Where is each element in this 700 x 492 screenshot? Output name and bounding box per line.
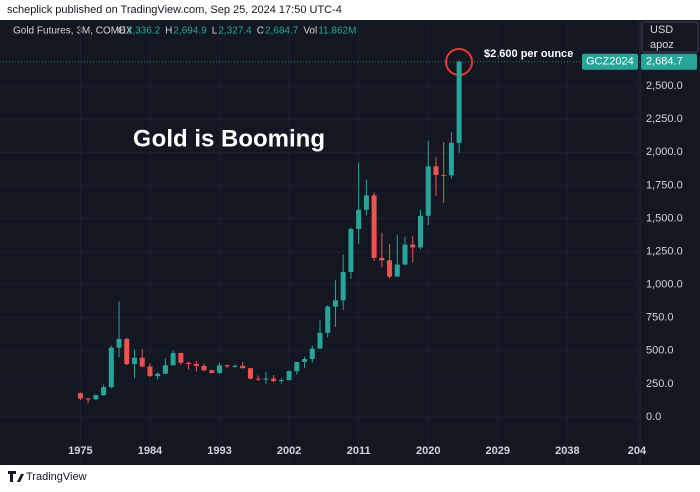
y-tick-label: 1,250.0: [646, 245, 683, 257]
legend-value: 2,684.7: [265, 26, 299, 37]
candle-body: [247, 368, 253, 379]
y-tick-label: 250.0: [646, 378, 674, 390]
candle-body: [317, 332, 323, 349]
candle-body: [379, 257, 385, 261]
y-tick-label: 2,500.0: [646, 80, 683, 92]
candle-body: [286, 371, 292, 381]
candle-body: [448, 142, 454, 176]
candle-body: [240, 365, 246, 369]
x-tick-label: 2038: [555, 445, 579, 457]
candle-body: [402, 244, 408, 265]
y-tick-label: 1,500.0: [646, 212, 683, 224]
x-tick-label: 204: [628, 445, 647, 457]
plot: [0, 20, 640, 462]
legend-key: O: [118, 26, 126, 37]
price-badge: [641, 53, 697, 70]
symbol: GCZ2024: [586, 56, 634, 68]
candle-body: [309, 348, 315, 360]
logo: [8, 471, 24, 482]
x-tick-label: 1975: [68, 445, 92, 457]
candle-body: [425, 166, 431, 216]
candle-body: [116, 338, 122, 348]
candle-body: [147, 366, 153, 377]
candle-body: [263, 378, 269, 380]
currency: USD: [650, 24, 673, 36]
candle-body: [278, 380, 284, 382]
candle-body: [170, 352, 176, 366]
y-tick-label: 2,000.0: [646, 146, 683, 158]
candle-body: [255, 378, 261, 380]
top-bar: [0, 0, 700, 20]
candle-body: [294, 361, 300, 372]
legend-value: 2,327.4: [218, 26, 252, 37]
annotation: Gold is Booming: [133, 125, 325, 152]
candle-body: [394, 264, 400, 277]
chart-title: Gold Futures, 3M, COMEX: [13, 26, 133, 37]
publisher: scheplick published on TradingView.com, …: [7, 4, 342, 16]
candle-body: [186, 362, 192, 364]
brand: TradingView: [26, 471, 87, 483]
candle-body: [387, 260, 393, 277]
bottom-bar: [0, 465, 700, 487]
legend-value: 2,694.9: [173, 26, 207, 37]
symbol-badge: [582, 53, 638, 70]
candle-body: [325, 306, 331, 333]
legend-key: Vol: [303, 26, 317, 37]
x-tick-label: 2002: [277, 445, 301, 457]
candle-body: [441, 174, 447, 176]
candle-body: [155, 373, 161, 377]
legend-key: H: [165, 26, 172, 37]
candle-body: [124, 338, 130, 365]
x-tick-label: 1984: [138, 445, 163, 457]
candle-body: [209, 370, 215, 373]
legend-value: 11.862M: [318, 26, 356, 37]
x-tick-label: 1993: [207, 445, 231, 457]
candle-body: [201, 365, 207, 371]
candle-body: [108, 347, 114, 388]
candle-body: [162, 365, 168, 374]
candle-body: [232, 365, 238, 367]
candle-body: [217, 365, 223, 373]
legend-key: C: [257, 26, 264, 37]
y-tick-label: 1,750.0: [646, 179, 683, 191]
unit: apoz: [650, 39, 674, 51]
candle-body: [131, 357, 137, 365]
candle-body: [340, 271, 346, 301]
candle-body: [348, 228, 354, 272]
candle-body: [456, 61, 462, 143]
y-tick-label: 2,250.0: [646, 113, 683, 125]
candle-body: [85, 398, 91, 400]
candle-body: [417, 215, 423, 248]
x-tick-label: 2029: [486, 445, 510, 457]
candle-body: [93, 395, 99, 400]
candle-body: [101, 387, 107, 396]
legend-value: 2,336.2: [127, 26, 161, 37]
legend-key: L: [212, 26, 218, 37]
candle-body: [178, 352, 184, 363]
candle-body: [139, 357, 145, 367]
candle-body: [433, 166, 439, 175]
y-tick-label: 0.0: [646, 411, 661, 423]
price: 2,684.7: [646, 56, 683, 68]
x-tick-label: 2011: [347, 445, 371, 457]
candle-body: [410, 244, 416, 248]
candle-body: [356, 209, 362, 229]
candle-body: [224, 365, 230, 367]
candle-body: [371, 195, 377, 258]
candle-body: [77, 393, 83, 399]
x-tick-label: 2020: [416, 445, 440, 457]
candle-body: [271, 378, 277, 382]
currency-box[interactable]: [641, 21, 699, 53]
annotation: $2,600 per ounce: [484, 48, 573, 60]
y-tick-label: 500.0: [646, 345, 674, 357]
y-tick-label: 750.0: [646, 312, 674, 324]
candle-body: [332, 300, 338, 307]
candle-body: [363, 195, 369, 210]
candle-body: [302, 359, 308, 362]
y-tick-label: 1,000.0: [646, 279, 683, 291]
candle-body: [193, 363, 199, 366]
